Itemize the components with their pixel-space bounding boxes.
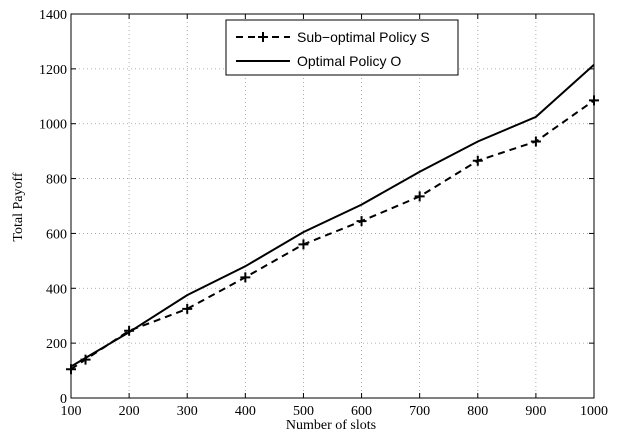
x-tick-label: 500 <box>293 404 314 419</box>
y-tick-label: 0 <box>60 392 67 407</box>
data-point-marker <box>124 325 135 336</box>
data-point-marker <box>182 303 193 314</box>
x-tick-label: 600 <box>351 404 372 419</box>
y-tick-label: 1400 <box>39 8 67 23</box>
y-tick-label: 200 <box>46 337 67 352</box>
y-axis-label: Total Payoff <box>11 172 26 241</box>
data-point-marker <box>472 155 483 166</box>
x-axis-tick-labels: 100 200 300 400 500 600 700 800 900 1000 <box>61 404 609 419</box>
x-tick-label: 300 <box>177 404 198 419</box>
plot-area-frame <box>70 13 595 399</box>
x-tick-label: 400 <box>235 404 256 419</box>
y-tick-label: 1200 <box>39 63 67 78</box>
series-markers <box>66 95 599 375</box>
data-point-marker <box>356 216 367 227</box>
y-axis-tick-labels: 0 200 400 600 800 1000 1200 1400 <box>39 8 67 407</box>
legend-entry-suboptimal: Sub−optimal Policy S <box>236 29 430 45</box>
legend-box <box>225 19 459 76</box>
data-point-marker <box>240 272 251 283</box>
legend-marker-plus <box>258 32 268 42</box>
data-point-marker <box>414 191 425 202</box>
legend-label-suboptimal: Sub−optimal Policy S <box>297 29 430 45</box>
legend-label-optimal: Optimal Policy O <box>297 53 401 69</box>
y-tick-label: 1000 <box>39 118 67 133</box>
series-line-suboptimal <box>70 99 595 371</box>
data-point-marker <box>298 239 309 250</box>
x-tick-label: 900 <box>525 404 546 419</box>
x-tick-label: 100 <box>61 404 82 419</box>
data-point-marker <box>80 354 91 365</box>
x-tick-label: 200 <box>119 404 140 419</box>
y-tick-label: 400 <box>46 282 67 297</box>
y-tick-label: 600 <box>46 227 67 242</box>
legend-entry-optimal: Optimal Policy O <box>236 53 401 69</box>
series-lines <box>70 63 595 371</box>
x-axis-label: Number of slots <box>286 418 376 433</box>
y-tick-label: 800 <box>46 173 67 188</box>
x-tick-label: 700 <box>409 404 430 419</box>
x-tick-label: 800 <box>467 404 488 419</box>
data-point-marker <box>530 136 541 147</box>
x-tick-label: 1000 <box>580 404 608 419</box>
series-line-optimal <box>70 63 595 368</box>
axis-ticks <box>70 13 595 399</box>
legend: Sub−optimal Policy S Optimal Policy O <box>225 19 459 76</box>
